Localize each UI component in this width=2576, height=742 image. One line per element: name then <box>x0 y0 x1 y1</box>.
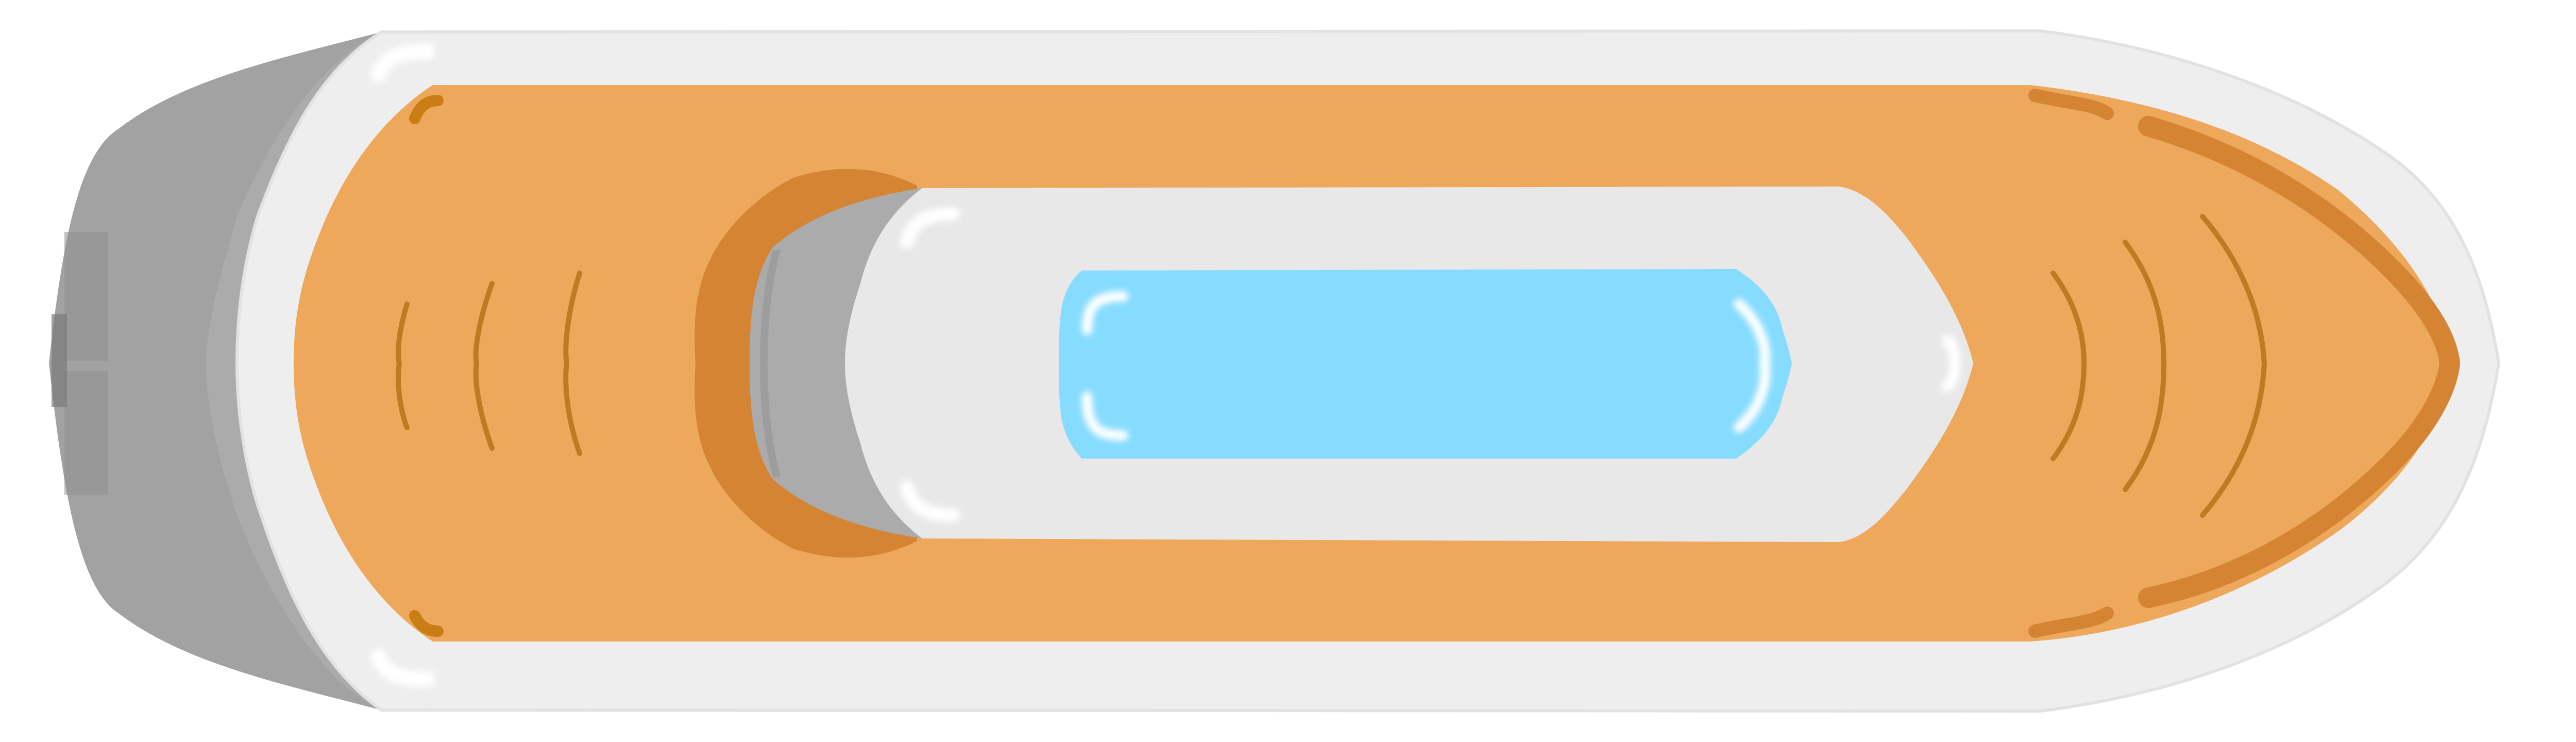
deck-grooves-stern <box>396 271 582 456</box>
cabin <box>694 168 1973 558</box>
stern-mark-upper <box>64 232 108 361</box>
deck-corner-bottom-left <box>409 610 444 637</box>
deck-grooves-bow <box>2050 214 2267 518</box>
deck-corner-top-left <box>409 95 444 124</box>
deck-corner-bottom-right <box>2028 606 2114 638</box>
deck-bow-shadow <box>2138 116 2461 608</box>
gloss-highlights <box>371 44 1961 687</box>
stern-mark-lower <box>64 371 108 495</box>
cabin-window <box>1059 269 1792 459</box>
deck-corner-top-right <box>2028 89 2114 120</box>
stern-mark-core <box>52 314 67 407</box>
cabin-rear-edge <box>760 250 781 477</box>
